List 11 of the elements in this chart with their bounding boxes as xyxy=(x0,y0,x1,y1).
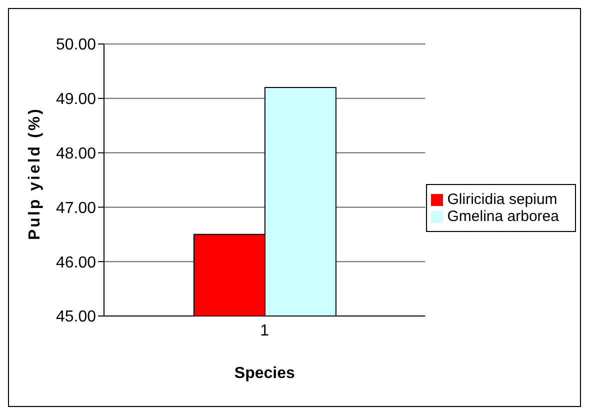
x-axis-title: Species xyxy=(234,365,295,382)
y-tick-label: 46.00 xyxy=(56,254,96,272)
y-tick-label: 49.00 xyxy=(56,91,96,108)
y-tick-label: 50.00 xyxy=(56,36,96,54)
legend-label: Gmelina arborea xyxy=(447,208,559,224)
y-axis-title: Pulp yield (%) xyxy=(26,107,44,240)
y-tick-label: 48.00 xyxy=(56,145,96,162)
x-tick-label: 1 xyxy=(260,322,270,340)
y-tick-label: 47.00 xyxy=(56,200,96,217)
y-tick-label: 45.00 xyxy=(56,308,96,326)
legend-label: Gliricidia sepium xyxy=(447,190,558,208)
